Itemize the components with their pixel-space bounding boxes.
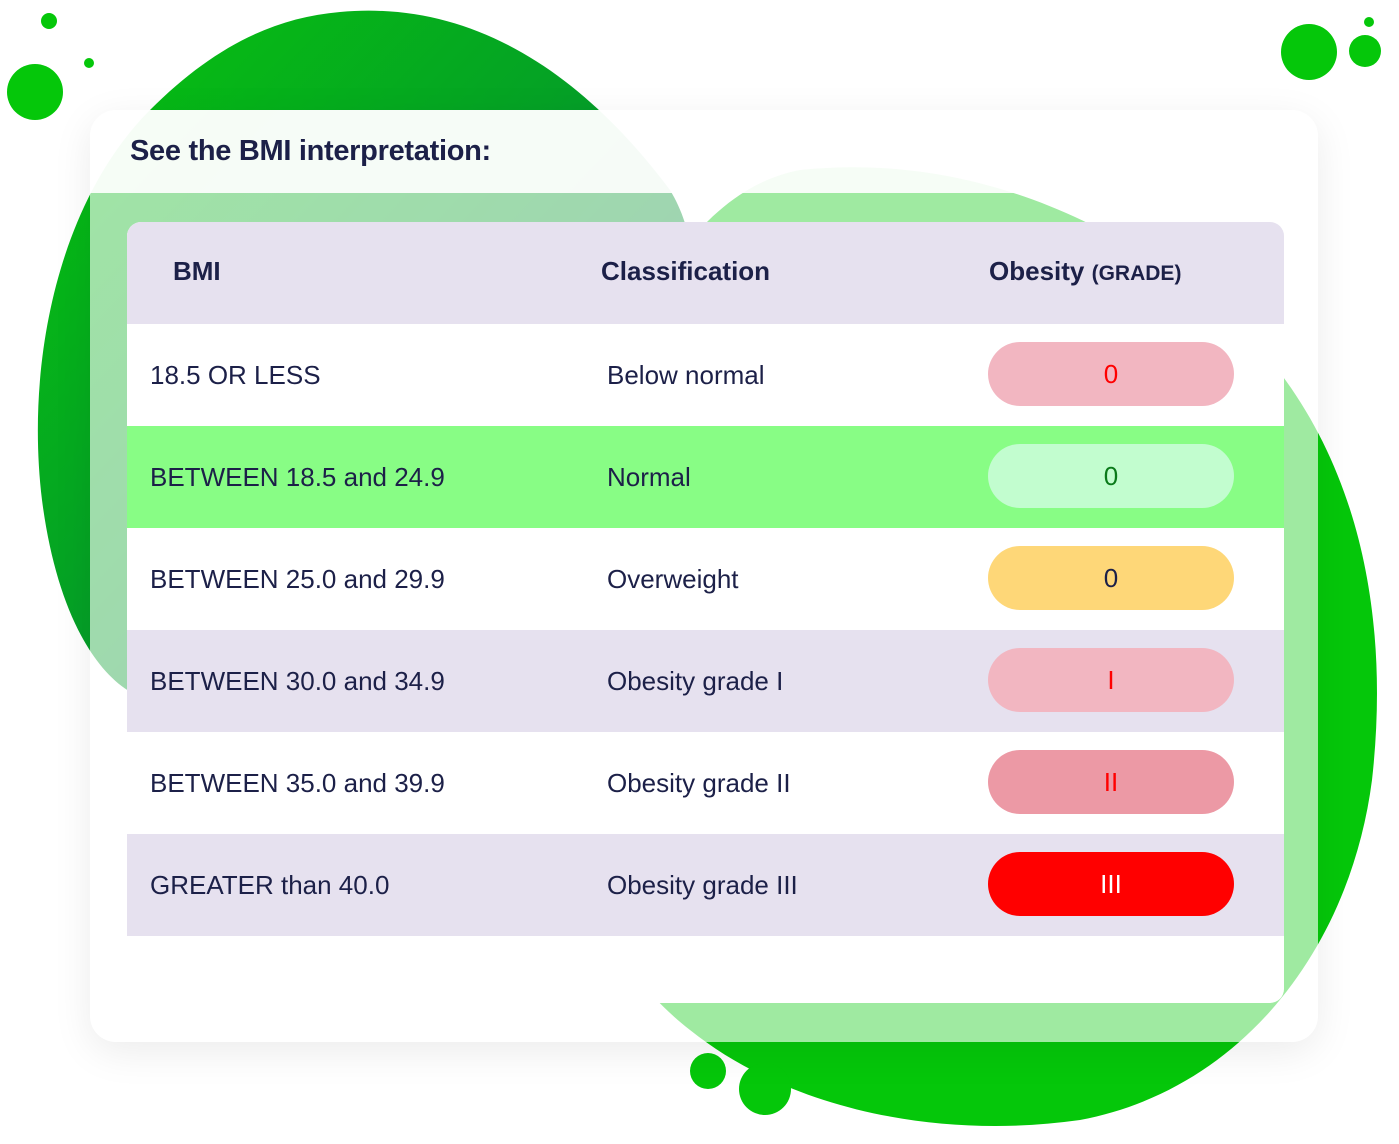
bubble [690,1053,726,1089]
table-header: BMI Classification Obesity (GRADE) [127,222,1284,324]
header-obesity: Obesity (GRADE) [989,256,1181,287]
table-row: BETWEEN 18.5 and 24.9 Normal 0 [127,426,1284,528]
grade-badge: 0 [988,342,1234,406]
bubble [41,13,57,29]
header-grade-label: (GRADE) [1091,262,1182,285]
bmi-card: See the BMI interpretation: BMI Classifi… [90,110,1318,1042]
classification-cell: Normal [607,462,691,492]
bubble [1364,17,1374,27]
bmi-range-cell: BETWEEN 30.0 and 34.9 [150,666,445,696]
card-header: See the BMI interpretation: [90,110,1318,193]
table-row: GREATER than 40.0 Obesity grade III III [127,834,1284,936]
bmi-range-cell: 18.5 OR LESS [150,360,321,390]
bubble [7,64,63,120]
table-row: BETWEEN 25.0 and 29.9 Overweight 0 [127,528,1284,630]
bubble [1281,24,1337,80]
bmi-range-cell: BETWEEN 18.5 and 24.9 [150,462,445,492]
grade-badge: I [988,648,1234,712]
classification-cell: Obesity grade II [607,768,791,798]
table-row: BETWEEN 30.0 and 34.9 Obesity grade I I [127,630,1284,732]
bmi-range-cell: GREATER than 40.0 [150,870,390,900]
header-obesity-label: Obesity [989,256,1085,286]
grade-badge: 0 [988,546,1234,610]
card-title: See the BMI interpretation: [130,135,491,167]
grade-badge: 0 [988,444,1234,508]
header-classification: Classification [601,256,771,286]
classification-cell: Below normal [607,360,765,390]
table-row: 18.5 OR LESS Below normal 0 [127,324,1284,426]
header-bmi: BMI [173,256,221,286]
grade-badge: III [988,852,1234,916]
classification-cell: Obesity grade III [607,870,798,900]
classification-cell: Obesity grade I [607,666,784,696]
bmi-range-cell: BETWEEN 25.0 and 29.9 [150,564,445,594]
bubble [84,58,94,68]
bubble [1349,35,1381,67]
classification-cell: Overweight [607,564,739,594]
grade-badge: II [988,750,1234,814]
bmi-table: BMI Classification Obesity (GRADE) 18.5 … [127,222,1284,1003]
bubble [739,1063,791,1115]
bmi-range-cell: BETWEEN 35.0 and 39.9 [150,768,445,798]
table-row: BETWEEN 35.0 and 39.9 Obesity grade II I… [127,732,1284,834]
